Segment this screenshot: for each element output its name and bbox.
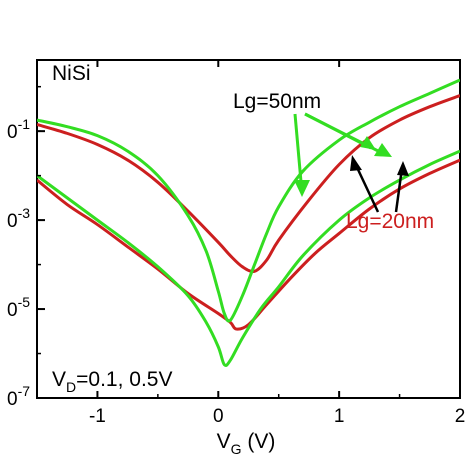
lg20-arrow-head-2 xyxy=(397,161,409,176)
lg20-arrow-head-1 xyxy=(350,155,362,171)
x-axis-label: VG (V) xyxy=(217,430,276,457)
y-tick-label: 0-5 xyxy=(7,294,30,321)
lg50-series-line xyxy=(37,149,460,367)
lg50-arrow-head-1 xyxy=(294,180,310,197)
lg20-series-line xyxy=(37,158,460,331)
y-tick-label: 0-7 xyxy=(7,383,30,410)
material-label: NiSi xyxy=(52,62,91,85)
plot-frame xyxy=(36,59,461,399)
lg20-arrows xyxy=(350,155,409,213)
x-tick-label: 2 xyxy=(455,406,466,427)
lg50-label: Lg=50nm xyxy=(233,90,321,113)
y-tick-label: 0-1 xyxy=(7,116,30,143)
x-tick-label: -1 xyxy=(89,406,106,427)
axis-ticks: -1 0 1 2 0-1 0-3 0-5 0-7 xyxy=(7,60,465,427)
x-tick-label: 1 xyxy=(334,406,345,427)
lg50-arrow-line-1 xyxy=(293,113,304,194)
lg20-series-line xyxy=(37,94,460,273)
lg20-label: Lg=20nm xyxy=(346,210,434,233)
lg50-arrows xyxy=(293,112,392,197)
lg50-series-line xyxy=(37,78,460,323)
x-tick-label: 0 xyxy=(213,406,224,427)
bias-label: VD=0.1, 0.5V xyxy=(52,368,172,395)
lg50-arrow-line-3 xyxy=(304,112,385,156)
lg50-arrow-head-3 xyxy=(374,143,392,157)
y-tick-label: 0-3 xyxy=(7,205,30,232)
series-layer xyxy=(37,78,460,367)
